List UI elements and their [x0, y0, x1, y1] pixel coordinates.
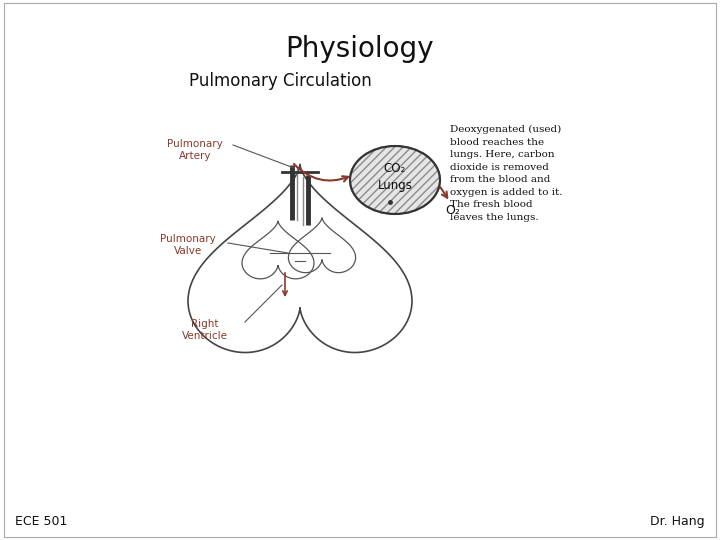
Text: CO₂: CO₂: [384, 161, 406, 174]
Text: ECE 501: ECE 501: [15, 515, 68, 528]
Text: Dr. Hang: Dr. Hang: [650, 515, 705, 528]
Text: Pulmonary
Artery: Pulmonary Artery: [167, 139, 223, 161]
Text: Pulmonary Circulation: Pulmonary Circulation: [189, 72, 372, 90]
Text: Pulmonary
Valve: Pulmonary Valve: [160, 234, 216, 256]
Text: Physiology: Physiology: [286, 35, 434, 63]
Text: Deoxygenated (used)
blood reaches the
lungs. Here, carbon
dioxide is removed
fro: Deoxygenated (used) blood reaches the lu…: [450, 125, 562, 221]
Text: Lungs: Lungs: [377, 179, 413, 192]
Text: Right
Ventricle: Right Ventricle: [182, 319, 228, 341]
Ellipse shape: [350, 146, 440, 214]
Text: O₂: O₂: [446, 204, 460, 217]
